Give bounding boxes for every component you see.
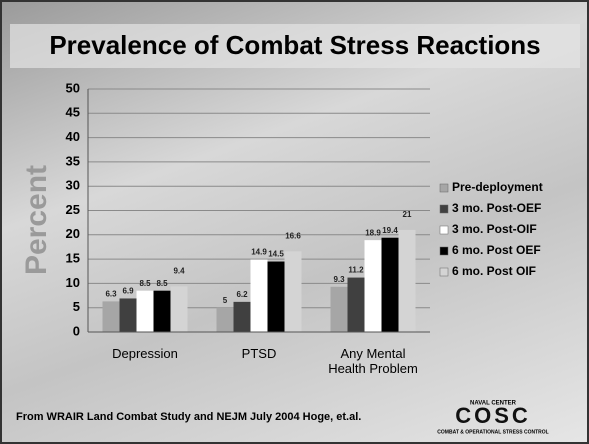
data-label: 9.4 [173,266,185,275]
legend-label: 6 mo. Post OIF [452,264,536,278]
y-tick-label: 0 [73,323,80,338]
data-label: 18.9 [365,228,381,237]
data-label: 8.5 [139,279,151,288]
data-label: 19.4 [382,226,398,235]
bar [268,262,285,332]
bar [285,251,302,332]
bar [103,301,120,332]
legend-label: Pre-deployment [452,180,543,194]
x-tick-label: PTSD [207,346,311,361]
bar [331,287,348,332]
chart-title: Prevalence of Combat Stress Reactions [49,30,540,60]
y-tick-label: 30 [66,178,80,193]
legend-swatch [440,247,448,255]
bar [251,260,268,332]
data-label: 11.2 [348,266,364,275]
y-tick-label: 25 [66,202,80,217]
data-label: 9.3 [333,275,345,284]
y-tick-label: 35 [66,153,80,168]
data-label: 6.3 [105,289,117,298]
data-label: 6.9 [122,287,134,296]
bar [217,308,234,332]
bar [137,291,154,332]
legend-swatch [440,184,448,192]
y-tick-label: 20 [66,226,80,241]
logo-name: COSC [455,403,531,428]
logo-bottom: COMBAT & OPERATIONAL STRESS CONTROL [437,429,548,435]
y-tick-label: 5 [73,299,80,314]
legend-swatch [440,268,448,276]
y-tick-label: 15 [66,251,80,266]
legend-label: 3 mo. Post-OIF [452,222,537,236]
y-tick-label: 10 [66,275,80,290]
bar [171,286,188,332]
bar [399,230,416,332]
x-tick-label: Depression [93,346,197,361]
legend-label: 6 mo. Post OEF [452,243,541,257]
footer: From WRAIR Land Combat Study and NEJM Ju… [16,411,361,423]
data-label: 16.6 [285,231,301,240]
bar [154,291,171,332]
bar [365,240,382,332]
legend-swatch [440,205,448,213]
legend-label: 3 mo. Post-OEF [452,201,541,215]
y-tick-label: 40 [66,129,80,144]
data-label: 5 [223,296,228,305]
bar [382,238,399,332]
y-axis-label: Percent [20,165,53,275]
x-tick-label: Any Mental Health Problem [321,346,425,376]
bar [120,298,137,332]
slide: Prevalence of Combat Stress Reactions Pe… [0,0,589,444]
data-label: 6.2 [236,290,248,299]
bar [348,278,365,332]
bar [234,302,251,332]
data-label: 8.5 [156,279,168,288]
data-label: 21 [403,210,412,219]
y-tick-label: 50 [66,80,80,95]
legend-swatch [440,226,448,234]
y-tick-label: 45 [66,105,80,120]
data-label: 14.9 [251,248,267,257]
chart: Prevalence of Combat Stress Reactions Pe… [0,0,589,444]
data-label: 14.5 [268,250,284,259]
